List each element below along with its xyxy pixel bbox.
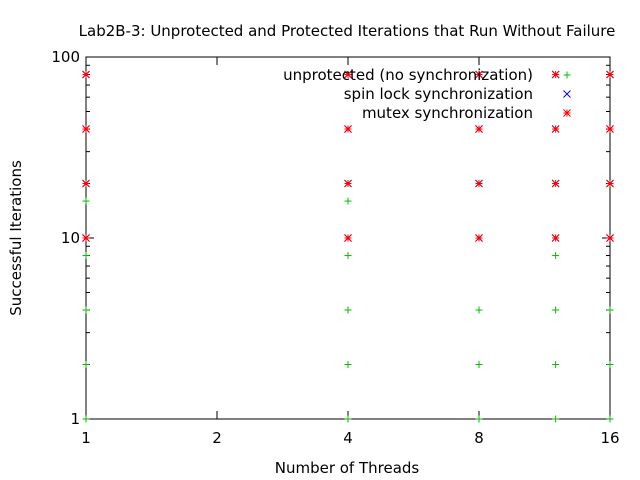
data-point bbox=[551, 234, 560, 242]
data-point bbox=[606, 306, 614, 314]
data-point bbox=[606, 70, 614, 79]
y-tick-label-100: 100 bbox=[51, 48, 80, 66]
axes: 1 2 4 8 16 1 10 100 bbox=[51, 48, 619, 447]
data-point bbox=[606, 415, 614, 423]
data-point bbox=[344, 252, 352, 260]
data-point bbox=[82, 197, 90, 205]
chart-title: Lab2B-3: Unprotected and Protected Itera… bbox=[79, 22, 616, 40]
data-point bbox=[606, 361, 614, 369]
legend-marker-3 bbox=[563, 109, 571, 117]
x-axis-label: Number of Threads bbox=[275, 459, 420, 477]
data-point bbox=[475, 415, 483, 423]
data-point bbox=[82, 70, 90, 79]
legend-label-1: unprotected (no synchronization) bbox=[283, 66, 533, 84]
y-axis-label: Successful Iterations bbox=[7, 160, 25, 316]
data-point bbox=[606, 234, 614, 242]
series-1 bbox=[82, 197, 614, 423]
data-point bbox=[82, 252, 90, 260]
x-tick-label-4: 4 bbox=[343, 429, 353, 447]
x-tick-label-1: 1 bbox=[81, 429, 91, 447]
data-point bbox=[475, 125, 483, 133]
data-point bbox=[552, 361, 560, 369]
legend-label-3: mutex synchronization bbox=[362, 104, 533, 122]
data-point bbox=[344, 70, 352, 79]
x-tick-label-16: 16 bbox=[600, 429, 619, 447]
data-point bbox=[344, 415, 352, 423]
data-point bbox=[475, 361, 483, 369]
data-point bbox=[344, 234, 352, 242]
data-marks bbox=[82, 70, 614, 423]
data-point bbox=[475, 234, 483, 242]
data-point bbox=[551, 179, 560, 188]
legend: unprotected (no synchronization)spin loc… bbox=[283, 66, 571, 122]
legend-marker-2 bbox=[563, 90, 571, 98]
data-point bbox=[344, 125, 352, 133]
data-point bbox=[475, 306, 483, 314]
data-point bbox=[606, 125, 614, 133]
data-point bbox=[344, 197, 352, 205]
legend-label-2: spin lock synchronization bbox=[344, 85, 533, 103]
data-point bbox=[552, 306, 560, 314]
data-point bbox=[606, 179, 614, 188]
y-tick-label-10: 10 bbox=[61, 229, 80, 247]
data-point bbox=[551, 70, 560, 79]
data-point bbox=[82, 234, 90, 242]
data-point bbox=[551, 125, 560, 133]
x-tick-label-8: 8 bbox=[474, 429, 484, 447]
legend-marker-1 bbox=[563, 71, 571, 79]
data-point bbox=[82, 306, 90, 314]
x-tick-label-2: 2 bbox=[212, 429, 222, 447]
data-point bbox=[82, 361, 90, 369]
series-3 bbox=[82, 70, 614, 242]
data-point bbox=[552, 252, 560, 260]
data-point bbox=[82, 415, 90, 423]
data-point bbox=[344, 306, 352, 314]
y-tick-label-1: 1 bbox=[70, 410, 80, 428]
data-point bbox=[344, 361, 352, 369]
data-point bbox=[82, 179, 90, 188]
data-point bbox=[552, 415, 560, 423]
data-point bbox=[82, 125, 90, 133]
data-point bbox=[344, 179, 352, 188]
data-point bbox=[475, 70, 483, 79]
data-point bbox=[475, 179, 483, 188]
